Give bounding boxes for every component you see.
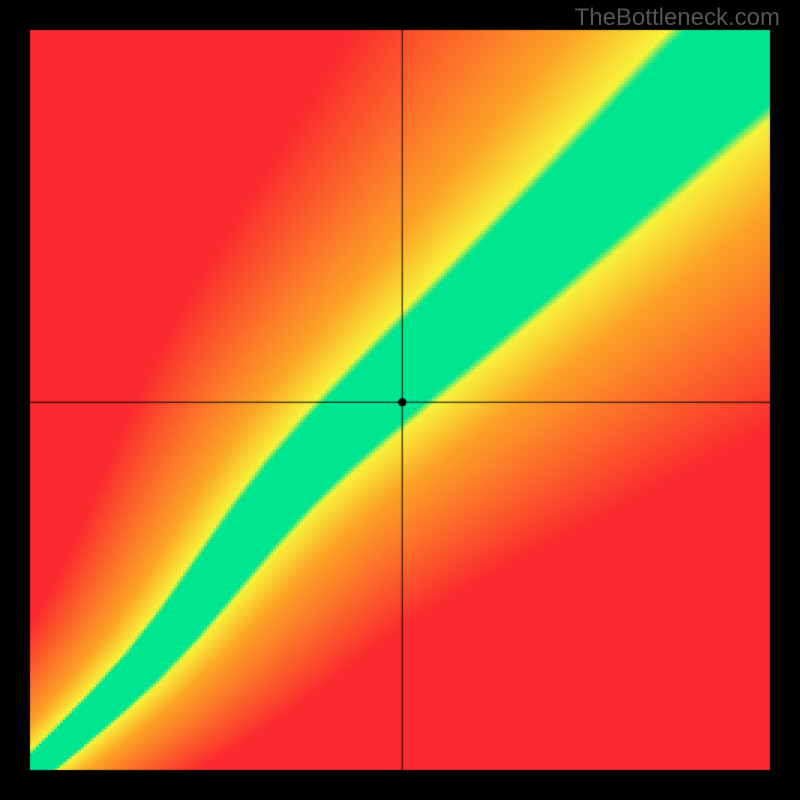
chart-container: TheBottleneck.com (0, 0, 800, 800)
bottleneck-heatmap (0, 0, 800, 800)
watermark-text: TheBottleneck.com (575, 4, 780, 32)
